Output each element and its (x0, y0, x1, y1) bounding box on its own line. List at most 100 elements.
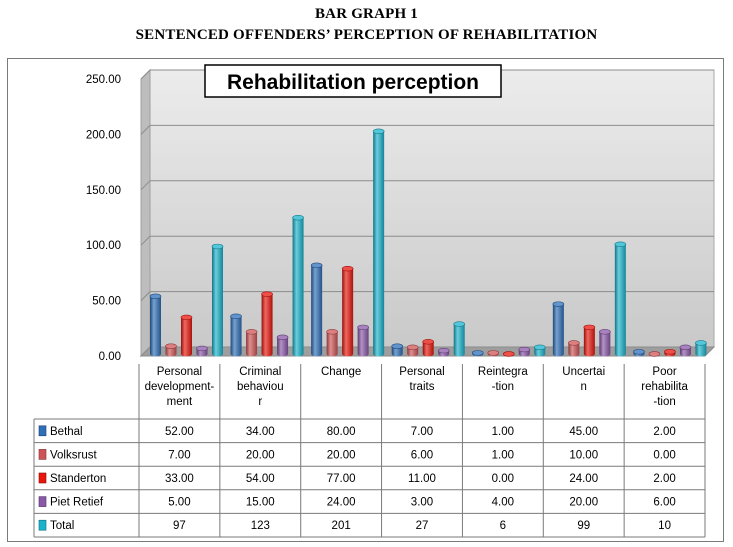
bar (437, 347, 450, 357)
legend-key (38, 472, 47, 484)
bar (583, 324, 596, 357)
y-tick-label: 50.00 (92, 296, 121, 308)
table-value: 5.00 (168, 497, 190, 509)
bar (487, 350, 500, 357)
bar (245, 329, 258, 357)
bar (679, 344, 692, 357)
bar (518, 346, 531, 357)
figure-heading-line2: SENTENCED OFFENDERS’ PERCEPTION OF REHAB… (135, 27, 598, 43)
x-category-label: Personal development-ment (145, 366, 215, 408)
bar (568, 340, 580, 357)
bar (664, 349, 676, 357)
table-value: 10.00 (569, 449, 598, 461)
bar-top (211, 243, 224, 250)
bar (502, 351, 515, 357)
gridline-side (140, 346, 151, 357)
bar-top (487, 350, 500, 356)
x-category-label: Poor rehabilita -tion (641, 366, 688, 408)
bar-body (583, 327, 595, 357)
chart-side-wall (140, 68, 151, 358)
bar-body (326, 331, 338, 357)
bar-body (568, 342, 580, 357)
bar-body (181, 317, 192, 357)
bar-top (518, 346, 531, 353)
chart-frame: 0.00 50.00 100.00 150.00 200.00 250.00 Rehabil… (7, 58, 724, 542)
bar-top (614, 241, 627, 248)
bar (695, 340, 707, 357)
bar-body (261, 294, 273, 357)
table-value: 201 (332, 520, 351, 532)
table-value: 20.00 (569, 497, 598, 509)
bar-body (422, 341, 434, 357)
legend-label: Volksrust (50, 449, 97, 461)
bar-top (568, 340, 580, 346)
bar-top (453, 321, 466, 327)
bar (149, 293, 162, 357)
bar (326, 329, 338, 357)
table-value: 27 (416, 520, 429, 532)
bar-body (552, 304, 564, 357)
bar-top (695, 340, 707, 346)
table-value: 2.00 (653, 426, 675, 438)
table-value: 11.00 (408, 473, 436, 485)
table-value: 7.00 (168, 449, 190, 461)
table-value: 2.00 (653, 473, 675, 485)
bar-top (310, 262, 323, 269)
legend-key (38, 425, 47, 437)
table-value: 80.00 (327, 426, 356, 438)
bar-top (679, 344, 692, 351)
bar (552, 301, 565, 357)
bar (357, 324, 369, 357)
bar (599, 329, 611, 357)
table-value: 52.00 (165, 426, 194, 438)
bar-top (437, 347, 450, 354)
x-category-label: Reintegra -tion (478, 366, 528, 393)
legend-label: Bethal (50, 426, 83, 438)
bar (292, 215, 304, 357)
bar-top (230, 313, 242, 320)
bar-body (599, 331, 611, 357)
table-value: 34.00 (246, 426, 275, 438)
table-value: 77.00 (327, 473, 356, 485)
bar-top (583, 324, 596, 331)
bar-top (165, 343, 177, 349)
x-category-label: Uncertai n (562, 366, 605, 393)
table-value: 3.00 (411, 497, 433, 509)
bar (391, 343, 404, 357)
bar (648, 351, 661, 357)
bar-body (695, 342, 707, 357)
y-tick-label: 200.00 (86, 129, 121, 141)
bar (533, 344, 546, 357)
gridline-side (140, 125, 151, 135)
table-value: 15.00 (246, 497, 275, 509)
bar-top (648, 351, 661, 357)
chart-back-wall (149, 69, 715, 348)
bar-top (664, 349, 676, 355)
bar-body (614, 244, 626, 357)
bar (196, 345, 208, 357)
bar (406, 344, 419, 357)
bar-body (212, 246, 223, 357)
bar (633, 349, 645, 357)
x-category-label: Change (321, 366, 361, 378)
bar (211, 243, 224, 357)
table-value: 45.00 (569, 426, 598, 438)
legend-label: Standerton (50, 473, 106, 485)
bar-top (149, 293, 162, 300)
legend-label: Total (50, 520, 74, 532)
bar-body (342, 268, 354, 357)
table-value: 6.00 (653, 497, 675, 509)
bar-top (180, 314, 193, 321)
y-tick-label: 250.00 (86, 74, 121, 86)
bar (422, 339, 435, 357)
table-value: 24.00 (569, 473, 598, 485)
bar-top (372, 128, 385, 134)
gridline-side (140, 180, 151, 191)
table-value: 0.00 (653, 449, 675, 461)
gridline-side (140, 235, 151, 246)
y-tick-label: 100.00 (86, 240, 121, 252)
table-value: 10 (658, 520, 671, 532)
bar-top (326, 329, 338, 335)
bar-top (599, 329, 611, 335)
